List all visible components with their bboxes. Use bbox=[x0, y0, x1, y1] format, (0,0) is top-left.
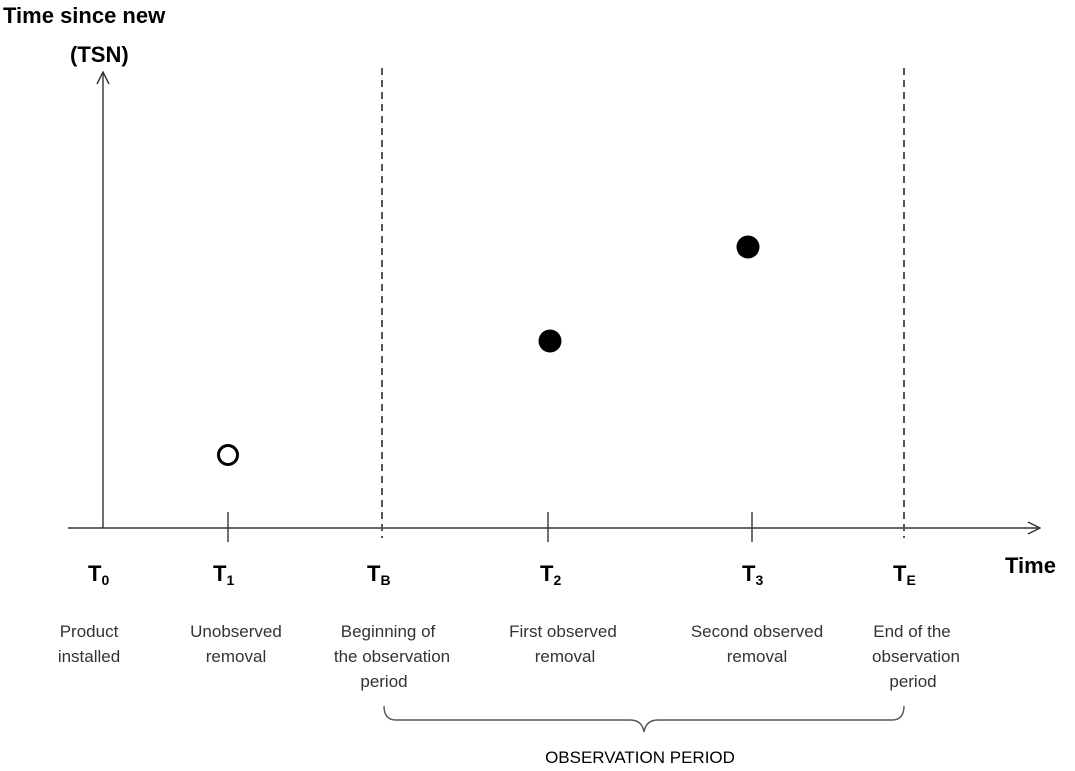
event-desc-tb-line-2: the observation bbox=[334, 647, 450, 666]
event-label-te: TE bbox=[893, 561, 916, 588]
event-desc-tb-line-3: period bbox=[360, 672, 407, 691]
event-label-t0: T0 bbox=[88, 561, 109, 588]
event-desc-te-line-1: End of the bbox=[873, 622, 951, 641]
event-desc-te-line-3: period bbox=[889, 672, 936, 691]
second-observed-removal-point bbox=[736, 235, 760, 259]
event-label-t1: T1 bbox=[213, 561, 234, 588]
event-desc-t3-line-1: Second observed bbox=[691, 622, 823, 641]
y-axis-title-line-2: (TSN) bbox=[70, 42, 129, 67]
event-desc-t2-line-2: removal bbox=[535, 647, 595, 666]
observation-period-brace bbox=[383, 705, 905, 733]
event-label-t3: T3 bbox=[742, 561, 763, 588]
event-label-tb: TB bbox=[367, 561, 391, 588]
event-label-t2: T2 bbox=[540, 561, 561, 588]
event-desc-t1-line-2: removal bbox=[206, 647, 266, 666]
event-desc-te-line-2: observation bbox=[872, 647, 960, 666]
unobserved-removal-point bbox=[217, 444, 239, 466]
event-desc-t2-line-1: First observed bbox=[509, 622, 617, 641]
event-desc-t3-line-2: removal bbox=[727, 647, 787, 666]
y-axis-title-line-1: Time since new bbox=[3, 3, 166, 28]
first-observed-removal-point bbox=[538, 329, 562, 353]
event-desc-tb-line-1: Beginning of bbox=[341, 622, 436, 641]
event-desc-t0-line-1: Product bbox=[60, 622, 119, 641]
observation-period-label: OBSERVATION PERIOD bbox=[545, 748, 735, 767]
event-desc-t1-line-1: Unobserved bbox=[190, 622, 282, 641]
event-desc-t0-line-2: installed bbox=[58, 647, 120, 666]
x-axis-title: Time bbox=[1005, 553, 1056, 578]
